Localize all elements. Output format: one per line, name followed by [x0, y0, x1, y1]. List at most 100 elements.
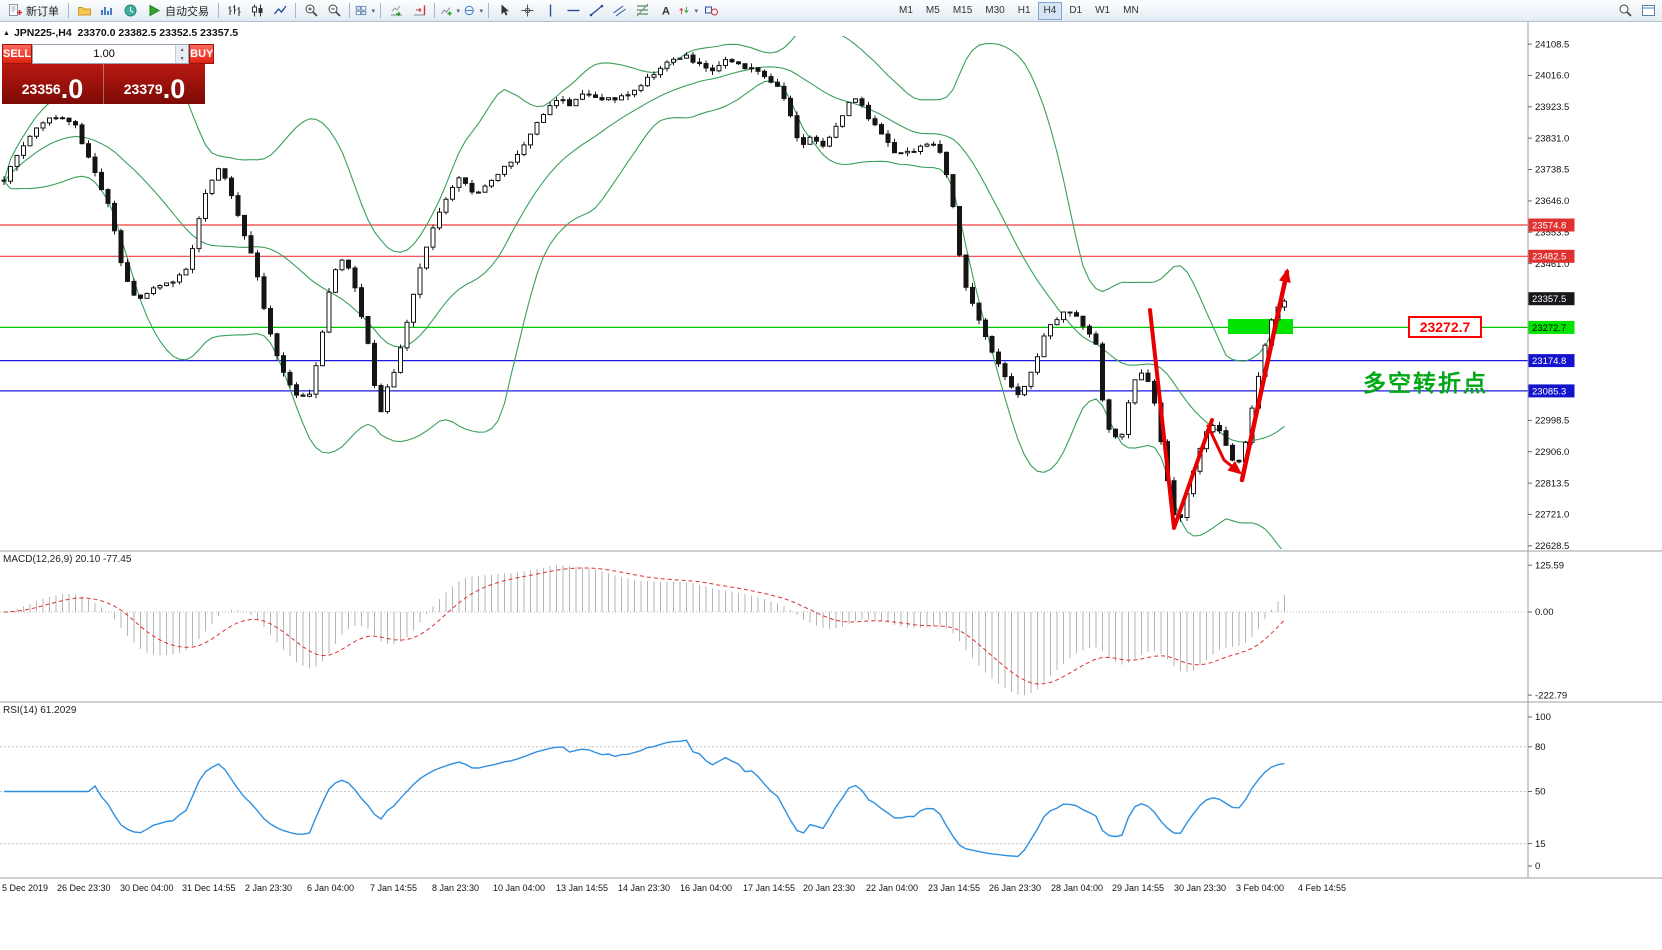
- timeframe-button-h4[interactable]: H4: [1037, 1, 1063, 20]
- indicators-icon: [440, 7, 452, 16]
- svg-text:23646.0: 23646.0: [1535, 196, 1569, 207]
- zoom-in-button[interactable]: [300, 1, 322, 20]
- market-watch-button[interactable]: [96, 1, 118, 20]
- arrows-button[interactable]: ▾: [677, 1, 699, 20]
- svg-text:22813.5: 22813.5: [1535, 478, 1569, 489]
- caret-down-icon: ▾: [456, 7, 460, 15]
- volume-up-button[interactable]: ▲: [176, 45, 189, 54]
- macd-panel[interactable]: [0, 565, 1528, 696]
- crosshair-button[interactable]: [516, 1, 538, 20]
- chart-panels-button[interactable]: [1637, 1, 1659, 20]
- auto-scroll-button[interactable]: [385, 1, 407, 20]
- cursor-button[interactable]: [493, 1, 515, 20]
- svg-text:26 Dec 23:30: 26 Dec 23:30: [57, 883, 111, 893]
- axes: 24108.5 24016.0 23923.5 23831.0 23738.5 23646…: [0, 22, 1662, 893]
- arrows-icon: [679, 6, 689, 15]
- data-window-button[interactable]: [119, 1, 141, 20]
- trend-arrow-3[interactable]: [1239, 268, 1291, 483]
- cycles-button[interactable]: ▾: [462, 1, 484, 20]
- svg-text:80: 80: [1535, 742, 1546, 753]
- timeframe-button-w1[interactable]: W1: [1089, 2, 1116, 20]
- trendline-button[interactable]: [585, 1, 607, 20]
- volume-input[interactable]: [33, 45, 176, 63]
- bar-chart-button[interactable]: [223, 1, 245, 20]
- timeframe-button-h1[interactable]: H1: [1012, 2, 1037, 20]
- chart-shift-button[interactable]: [408, 1, 430, 20]
- bar-chart-icon: [228, 5, 240, 16]
- svg-text:23174.8: 23174.8: [1532, 356, 1566, 367]
- trend-arrow-1[interactable]: [1148, 308, 1214, 530]
- shapes-icon: [704, 6, 718, 16]
- rsi-line: [4, 739, 1285, 858]
- horizontal-line-button[interactable]: [562, 1, 584, 20]
- svg-text:6 Jan 04:00: 6 Jan 04:00: [307, 883, 354, 893]
- svg-text:30 Jan 23:30: 30 Jan 23:30: [1174, 883, 1226, 893]
- svg-text:26 Jan 23:30: 26 Jan 23:30: [989, 883, 1041, 893]
- chart-canvas[interactable]: 24108.5 24016.0 23923.5 23831.0 23738.5 23646…: [0, 22, 1662, 950]
- timeframe-button-m15[interactable]: M15: [947, 2, 978, 20]
- vertical-line-button[interactable]: [539, 1, 561, 20]
- svg-text:-222.79: -222.79: [1535, 690, 1567, 701]
- toolbar-separator: [380, 3, 381, 18]
- price-callout-label[interactable]: 23272.7: [1408, 316, 1482, 338]
- svg-text:22628.5: 22628.5: [1535, 541, 1569, 552]
- buy-button[interactable]: BUY: [189, 44, 215, 64]
- new-order-label: 新订单: [26, 5, 59, 18]
- timeframe-button-mn[interactable]: MN: [1117, 2, 1145, 20]
- auto-trading-button[interactable]: 自动交易: [142, 1, 214, 20]
- trend-arrows: [1148, 268, 1291, 530]
- auto-trading-play-icon: [149, 4, 161, 17]
- svg-text:24108.5: 24108.5: [1535, 39, 1569, 50]
- new-order-icon: [9, 4, 22, 16]
- price-badge-23174.8: 23174.8: [1528, 354, 1575, 368]
- svg-text:15: 15: [1535, 839, 1546, 850]
- shapes-button[interactable]: [700, 1, 722, 20]
- toolbar: 新订单 自动交易 ▾ ▾ ▾ A ▾ M1 M5 M15 M30 H1 H4 D1 W1 MN: [0, 0, 1662, 22]
- rsi-panel[interactable]: [0, 739, 1528, 858]
- svg-text:50: 50: [1535, 787, 1546, 798]
- buy-price[interactable]: 23379.0: [104, 64, 205, 104]
- candlestick-chart-button[interactable]: [246, 1, 268, 20]
- market-watch-icon: [100, 7, 112, 15]
- indicators-button[interactable]: ▾: [439, 1, 461, 20]
- sell-button[interactable]: SELL: [2, 44, 33, 64]
- price-divider: [103, 64, 104, 104]
- svg-text:5 Dec 2019: 5 Dec 2019: [2, 883, 48, 893]
- main-chart-panel[interactable]: [0, 28, 1528, 553]
- new-order-button[interactable]: 新订单: [3, 1, 64, 20]
- tile-windows-icon: [355, 5, 367, 16]
- collapse-triangle-icon[interactable]: ▲: [3, 29, 10, 37]
- svg-text:28 Jan 04:00: 28 Jan 04:00: [1051, 883, 1103, 893]
- timeframe-button-d1[interactable]: D1: [1063, 2, 1088, 20]
- trend-arrow-2[interactable]: [1206, 424, 1243, 475]
- chart-window[interactable]: 24108.5 24016.0 23923.5 23831.0 23738.5 23646…: [0, 22, 1662, 950]
- svg-text:0: 0: [1535, 861, 1540, 872]
- svg-text:17 Jan 14:55: 17 Jan 14:55: [743, 883, 795, 893]
- search-button[interactable]: [1614, 1, 1636, 20]
- svg-text:8 Jan 23:30: 8 Jan 23:30: [432, 883, 479, 893]
- sell-price[interactable]: 23356.0: [2, 64, 103, 104]
- highlight-box[interactable]: [1228, 319, 1293, 334]
- auto-scroll-icon: [390, 5, 402, 17]
- svg-text:4 Feb 14:55: 4 Feb 14:55: [1298, 883, 1346, 893]
- fibonacci-button[interactable]: [631, 1, 653, 20]
- svg-text:23831.0: 23831.0: [1535, 133, 1569, 144]
- cycles-icon: [464, 5, 474, 16]
- volume-down-button[interactable]: ▼: [176, 54, 189, 63]
- zoom-in-icon: [305, 4, 318, 17]
- timeframe-button-m5[interactable]: M5: [920, 2, 946, 20]
- profiles-button[interactable]: [73, 1, 95, 20]
- price-badge-23085.3: 23085.3: [1528, 384, 1575, 398]
- svg-text:22 Jan 04:00: 22 Jan 04:00: [866, 883, 918, 893]
- buy-price-main: 23379: [123, 81, 163, 97]
- rsi-indicator-label: RSI(14) 61.2029: [3, 705, 77, 716]
- channel-button[interactable]: [608, 1, 630, 20]
- text-button[interactable]: A: [654, 1, 676, 20]
- zoom-out-button[interactable]: [323, 1, 345, 20]
- tile-windows-button[interactable]: ▾: [354, 1, 376, 20]
- turning-point-annotation[interactable]: 多空转折点: [1363, 370, 1488, 396]
- line-chart-button[interactable]: [269, 1, 291, 20]
- timeframe-button-m30[interactable]: M30: [979, 2, 1010, 20]
- timeframe-button-m1[interactable]: M1: [893, 2, 919, 20]
- volume-box: ▲ ▼: [32, 44, 190, 64]
